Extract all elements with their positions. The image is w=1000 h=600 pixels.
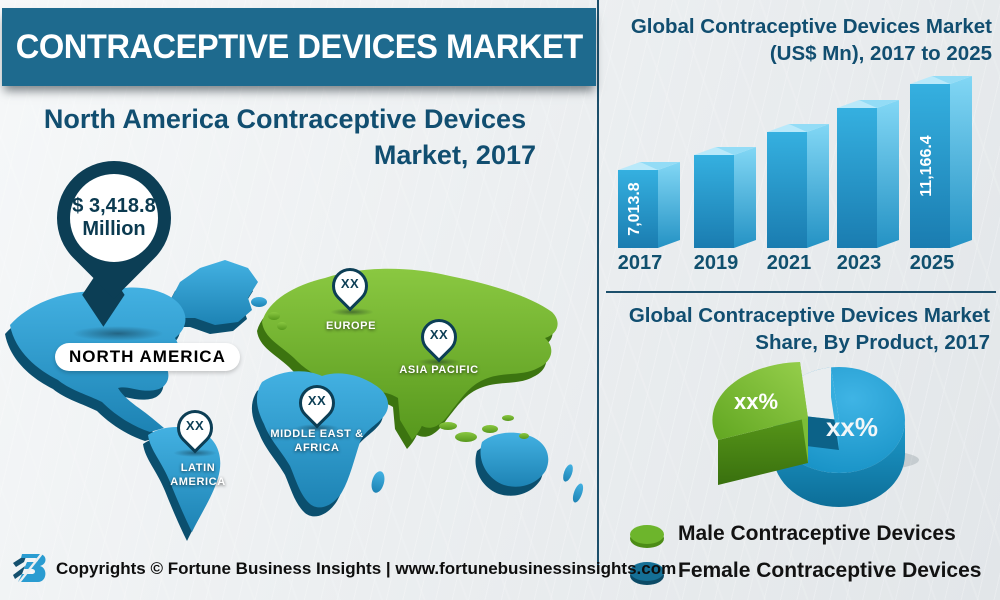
pie-notch-right-wall bbox=[831, 367, 839, 450]
vertical-divider bbox=[597, 0, 599, 566]
region-label-line1: LATIN bbox=[180, 462, 216, 474]
bar-category-label: 2021 bbox=[766, 252, 812, 274]
banner: CONTRACEPTIVE DEVICES MARKET bbox=[2, 8, 596, 86]
market-value: $ 3,418.8 bbox=[72, 195, 156, 217]
pin-value: XX bbox=[307, 393, 327, 408]
pie-male-value-label: xx% bbox=[734, 389, 778, 414]
horizontal-divider bbox=[606, 291, 996, 293]
pie-chart: xx% xx% bbox=[712, 362, 919, 507]
bar-title-line1: Global Contraceptive Devices Market bbox=[630, 15, 992, 38]
legend-label: Female Contraceptive Devices bbox=[678, 559, 982, 582]
bar-2019 bbox=[694, 147, 756, 248]
region-label-north-america: NORTH AMERICA bbox=[55, 343, 240, 371]
pie-chart-title: Global Contraceptive Devices Market Shar… bbox=[606, 303, 990, 356]
pie-legend: Male Contraceptive Devices Female Contra… bbox=[630, 522, 981, 596]
legend-swatch-teal bbox=[630, 561, 664, 581]
legend-label: Male Contraceptive Devices bbox=[678, 522, 956, 545]
copyright-text: Copyrights © Fortune Business Insights |… bbox=[56, 559, 677, 578]
market-value-unit: Million bbox=[82, 218, 146, 240]
pin-value: XX bbox=[429, 327, 449, 342]
pin-asia-pacific: XX bbox=[413, 311, 465, 363]
legend-item-male: Male Contraceptive Devices bbox=[630, 522, 981, 546]
north-america-value-pin: $ 3,418.8 Million bbox=[33, 137, 195, 339]
bar-category-label: 2019 bbox=[693, 252, 739, 274]
world-map bbox=[5, 260, 584, 541]
pie-title-line1: Global Contraceptive Devices Market bbox=[628, 304, 990, 327]
svg-text:7,013.8: 7,013.8 bbox=[626, 182, 643, 235]
region-label-line1: MIDDLE EAST & bbox=[270, 428, 364, 440]
region-label-asia-pacific: ASIA PACIFIC bbox=[399, 364, 479, 376]
bar-category-label: 2023 bbox=[836, 252, 882, 274]
map-title-line2: Market, 2017 bbox=[373, 139, 536, 170]
bar-chart: 7,013.8 11,166.4 2017 2019 2021 2023 2025 bbox=[600, 0, 1000, 288]
map-section-title: North America Contraceptive Devices Mark… bbox=[28, 102, 542, 173]
legend-item-female: Female Contraceptive Devices bbox=[630, 559, 981, 583]
footer: Copyrights © Fortune Business Insights |… bbox=[10, 549, 676, 589]
bar-2025: 11,166.4 bbox=[910, 76, 972, 248]
pin-middle-east-africa: XX bbox=[291, 377, 343, 429]
region-label-middle-east-africa: MIDDLE EAST & AFRICA bbox=[262, 428, 372, 456]
region-label-line2: AMERICA bbox=[170, 475, 226, 488]
legend-swatch-green bbox=[630, 524, 664, 544]
pie-female-side bbox=[773, 420, 905, 507]
pin-shadow bbox=[330, 308, 374, 316]
page-title: CONTRACEPTIVE DEVICES MARKET bbox=[15, 27, 583, 66]
pin-value-bubble: $ 3,418.8 Million bbox=[70, 174, 158, 262]
fortune-business-insights-logo bbox=[13, 554, 46, 582]
pin-latin-america: XX bbox=[169, 402, 221, 454]
bar-2017: 7,013.8 bbox=[618, 162, 680, 248]
pie-title-line2: Share, By Product, 2017 bbox=[755, 330, 990, 354]
pin-value: XX bbox=[185, 418, 205, 433]
map-title-line1: North America Contraceptive Devices bbox=[43, 104, 527, 134]
bar-2021 bbox=[767, 124, 829, 248]
bar-category-label: 2025 bbox=[909, 252, 955, 274]
pin-europe: XX bbox=[324, 260, 376, 312]
pin-value: XX bbox=[340, 276, 360, 291]
region-label-europe: EUROPE bbox=[325, 320, 377, 332]
pie-male-slice bbox=[712, 362, 808, 440]
svg-text:11,166.4: 11,166.4 bbox=[918, 135, 935, 197]
bar-chart-title: Global Contraceptive Devices Market (US$… bbox=[608, 14, 992, 67]
bar-title-line2: (US$ Mn), 2017 to 2025 bbox=[769, 41, 992, 65]
bar-category-label: 2017 bbox=[617, 252, 663, 274]
bar-2023 bbox=[837, 100, 899, 248]
pie-female-value-label: xx% bbox=[826, 412, 878, 442]
pie-male-bottom-wall bbox=[718, 418, 808, 485]
big-pin-shadow bbox=[72, 326, 164, 341]
region-label-latin-america: LATIN AMERICA bbox=[153, 462, 243, 490]
region-label-line2: AFRICA bbox=[294, 441, 340, 454]
